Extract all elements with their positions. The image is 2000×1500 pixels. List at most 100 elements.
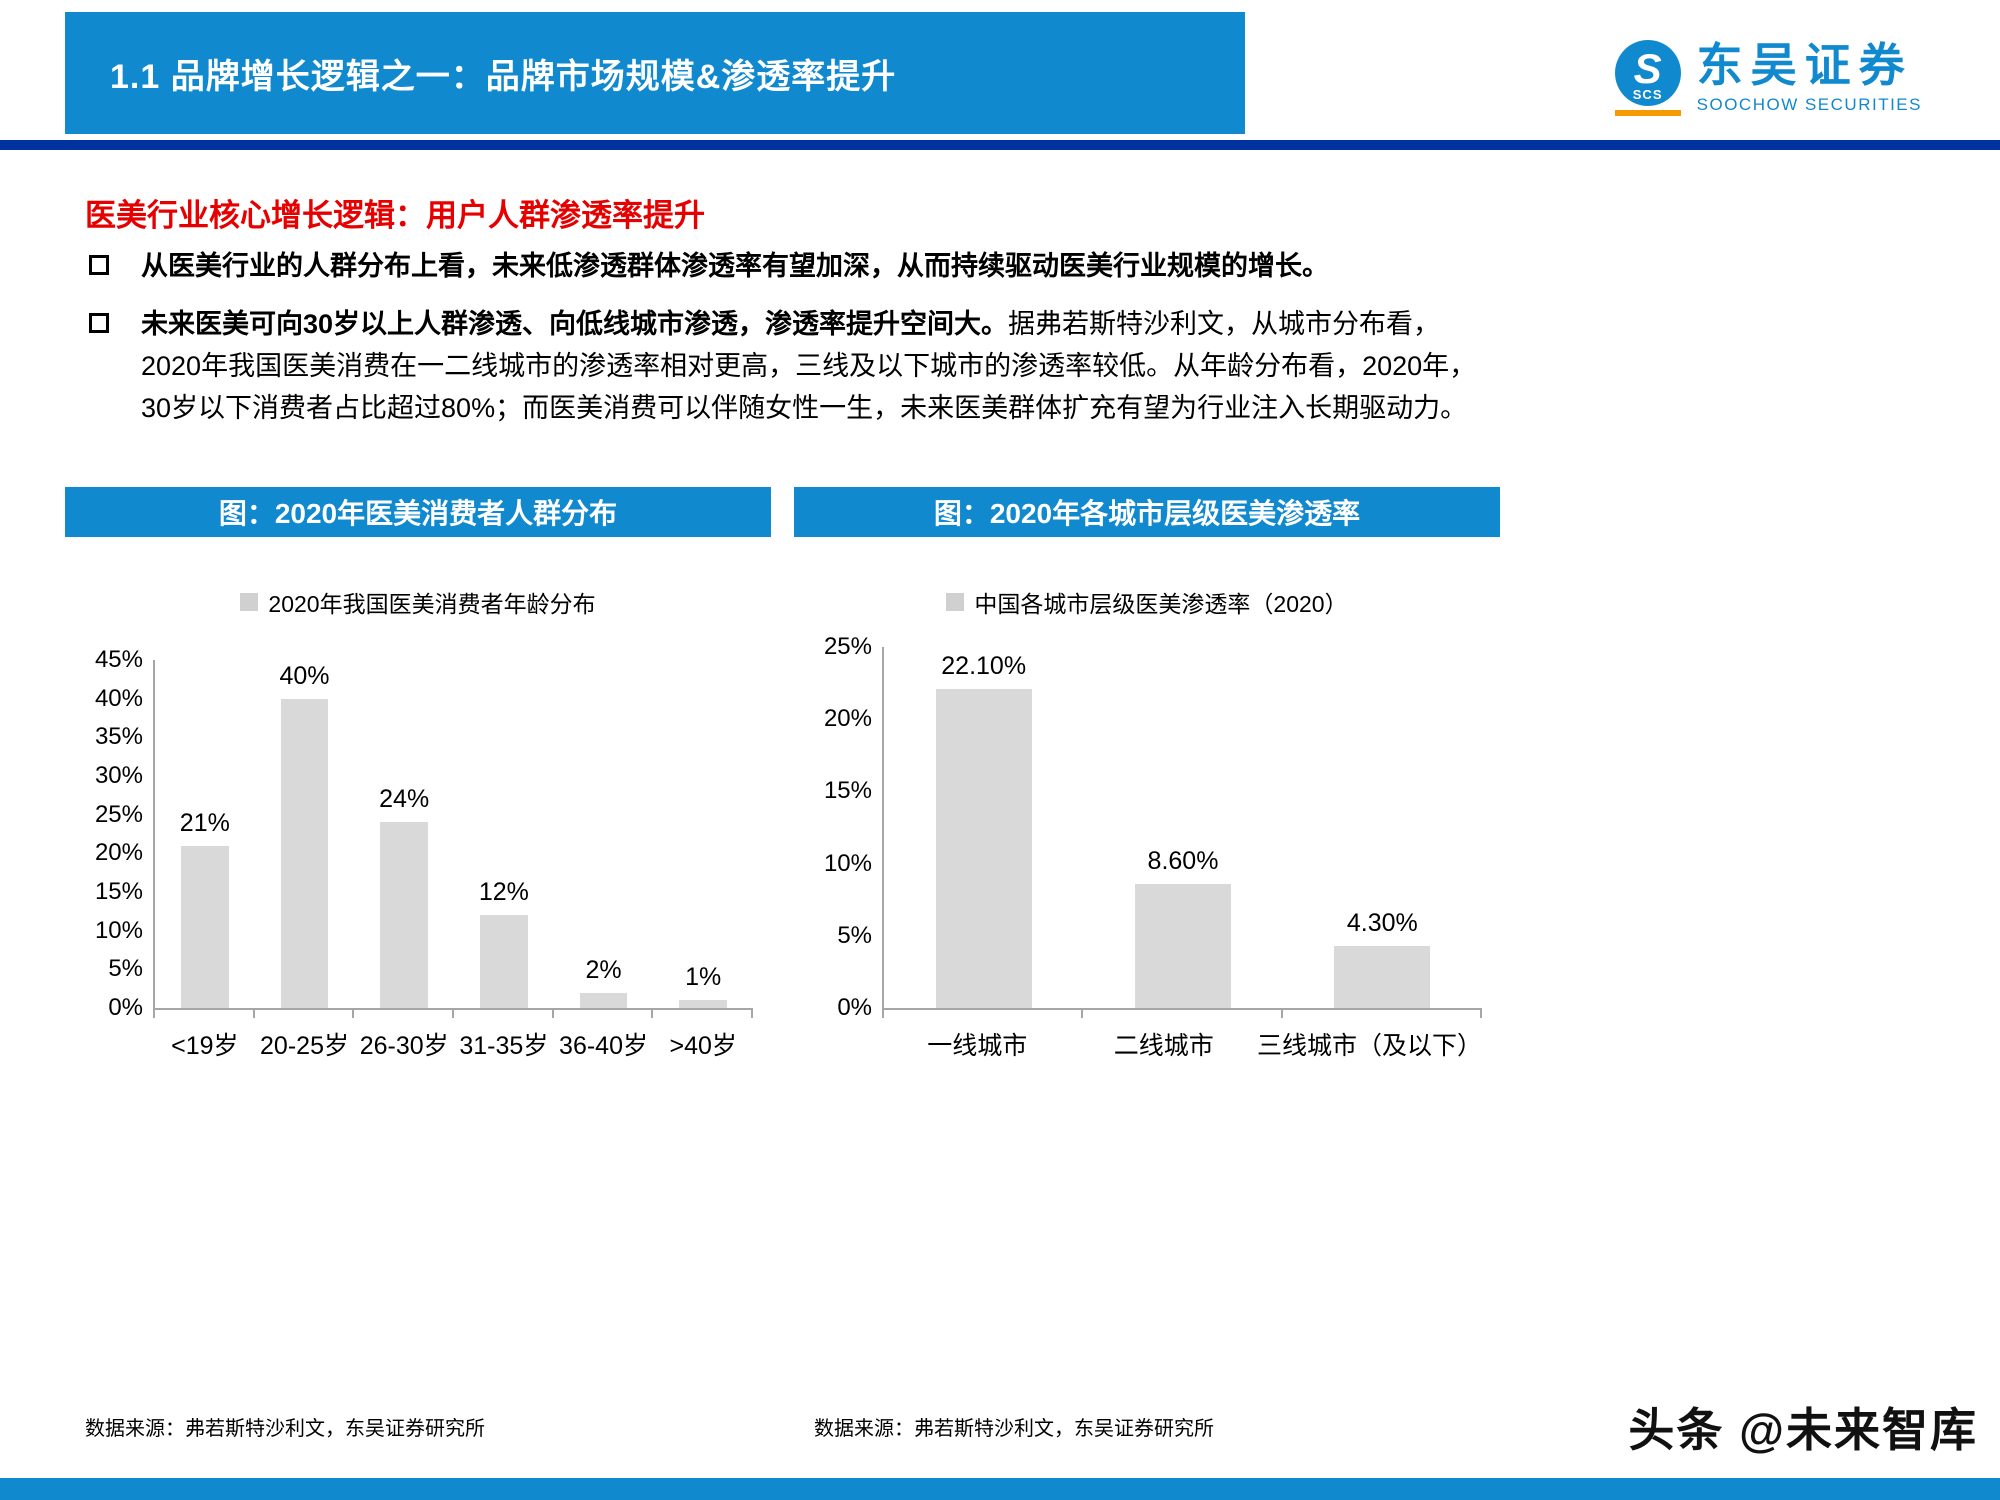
y-axis-tick-label: 15%	[94, 878, 143, 905]
y-axis-tick-label: 30%	[94, 762, 143, 789]
x-axis-labels: 一线城市 二线城市 三线城市（及以下）	[884, 1008, 1482, 1062]
y-axis-tick-label: 0%	[837, 994, 872, 1021]
bars-container: 21% 40% 24% 12% 2% 1%	[155, 660, 753, 1008]
x-axis-tick	[255, 1008, 355, 1018]
x-axis-tick	[554, 1008, 654, 1018]
bar-value-label: 4.30%	[1346, 908, 1418, 937]
legend-label: 2020年我国医美消费者年龄分布	[268, 591, 596, 617]
y-axis-tick-label: 25%	[94, 800, 143, 828]
bar: 2%	[579, 956, 628, 1008]
bar-value-label: 8.60%	[1147, 846, 1219, 875]
header-divider	[0, 140, 2000, 150]
y-axis-tick-label: 0%	[108, 994, 143, 1021]
bar-slot: 21%	[155, 660, 255, 1008]
y-axis-tick-label: 45%	[94, 646, 143, 673]
bar-slot: 40%	[255, 660, 355, 1008]
brand-subtitle: SOOCHOW SECURITIES	[1696, 94, 1922, 114]
bar: 4.30%	[1334, 909, 1431, 1008]
bar-slot: 1%	[653, 660, 753, 1008]
logo-underline	[1614, 110, 1681, 116]
brand-name: 东吴证券	[1696, 39, 1913, 91]
x-axis-tick	[1283, 1008, 1482, 1018]
bar: 8.60%	[1135, 847, 1231, 1008]
bar-slot: 12%	[454, 660, 554, 1008]
bullet-text: 未来医美可向30岁以上人群渗透、向低线城市渗透，渗透率提升空间大。据弗若斯特沙利…	[141, 304, 1493, 430]
chart-age-distribution: 图：2020年医美消费者人群分布 2020年我国医美消费者年龄分布 21% 40%…	[65, 487, 771, 1472]
x-axis-tick	[653, 1008, 754, 1018]
bullet-text: 从医美行业的人群分布上看，未来低渗透群体渗透率有望加深，从而持续驱动医美行业规模…	[141, 246, 1493, 288]
bar-slot: 4.30%	[1283, 647, 1482, 1008]
bar-value-label: 22.10%	[941, 651, 1027, 680]
data-source: 数据来源：弗若斯特沙利文，东吴证券研究所	[85, 1418, 485, 1440]
x-axis-category-label: 三线城市（及以下）	[1257, 1032, 1483, 1060]
bar: 24%	[379, 785, 429, 1008]
x-axis-ticks	[882, 1008, 1482, 1018]
brand-logo: S SCS 东吴证券 SOOCHOW SECURITIES	[1614, 40, 1922, 116]
x-axis-category-label: >40岁	[669, 1032, 737, 1060]
bar-slot: 24%	[354, 660, 454, 1008]
x-axis-category-label: 二线城市	[1113, 1032, 1214, 1060]
legend-swatch-icon	[240, 593, 259, 611]
logo-s-glyph: S	[1633, 45, 1662, 92]
logo-abbr-text: SCS	[1632, 87, 1663, 102]
y-axis-tick-label: 20%	[94, 839, 143, 867]
data-source: 数据来源：弗若斯特沙利文，东吴证券研究所	[814, 1418, 1214, 1440]
bullet-item: 未来医美可向30岁以上人群渗透、向低线城市渗透，渗透率提升空间大。据弗若斯特沙利…	[85, 304, 1505, 430]
x-axis-labels: <19岁 20-25岁 26-30岁 31-35岁 36-40岁 >40岁	[155, 1008, 753, 1062]
bar-slot: 22.10%	[884, 647, 1083, 1008]
y-axis-tick-label: 10%	[94, 916, 143, 944]
bar: 12%	[479, 878, 529, 1008]
x-axis-ticks	[153, 1008, 754, 1018]
legend-swatch-icon	[946, 593, 965, 611]
bar: 22.10%	[935, 652, 1032, 1008]
bullet-bold-text: 从医美行业的人群分布上看，未来低渗透群体渗透率有望加深，从而持续驱动医美行业规模…	[141, 251, 1329, 281]
bar: 21%	[180, 809, 230, 1008]
x-axis-tick	[454, 1008, 554, 1018]
logo-mark: S SCS	[1614, 40, 1681, 116]
bars-container: 22.10% 8.60% 4.30%	[884, 647, 1482, 1008]
x-axis-category-label: 36-40岁	[559, 1032, 648, 1060]
x-axis-category-label: 20-25岁	[260, 1032, 349, 1060]
y-axis-tick-label: 25%	[823, 633, 872, 660]
y-axis-tick-label: 5%	[108, 955, 143, 983]
legend-label: 中国各城市层级医美渗透率（2020）	[974, 591, 1348, 617]
logo-text: 东吴证券 SOOCHOW SECURITIES	[1697, 40, 1922, 115]
x-axis-category-label: 26-30岁	[359, 1032, 449, 1060]
bullet-bold-text: 未来医美可向30岁以上人群渗透、向低线城市渗透，渗透率提升空间大。	[141, 308, 1009, 339]
y-axis-tick-label: 10%	[823, 849, 872, 877]
bottom-bar	[0, 1478, 2000, 1500]
x-axis-tick	[155, 1008, 255, 1018]
section-title: 医美行业核心增长逻辑：用户人群渗透率提升	[85, 198, 705, 233]
chart-legend: 2020年我国医美消费者年龄分布	[65, 585, 771, 619]
x-axis-tick	[354, 1008, 455, 1018]
y-axis-tick-label: 35%	[94, 723, 143, 751]
y-axis-tick-label: 5%	[837, 921, 872, 949]
bar-value-label: 1%	[685, 963, 722, 992]
bullet-list: 从医美行业的人群分布上看，未来低渗透群体渗透率有望加深，从而持续驱动医美行业规模…	[85, 246, 1505, 445]
y-axis-tick-label: 20%	[823, 705, 872, 733]
page-title: 1.1 品牌增长逻辑之一：品牌市场规模&渗透率提升	[110, 57, 897, 96]
bullet-normal-text: 据弗若斯特沙利文，从城市分布看，2020年我国医美消费在一二线城市的渗透率相对更…	[141, 308, 1477, 423]
x-axis-category-label: 一线城市	[927, 1032, 1028, 1060]
bar-value-label: 24%	[379, 785, 430, 814]
bar-value-label: 12%	[478, 878, 529, 907]
scs-logo-icon: S SCS	[1614, 40, 1681, 106]
bar-value-label: 2%	[585, 955, 622, 984]
x-axis-category-label: <19岁	[171, 1032, 239, 1060]
bullet-item: 从医美行业的人群分布上看，未来低渗透群体渗透率有望加深，从而持续驱动医美行业规模…	[85, 246, 1505, 288]
bullet-square-icon	[89, 312, 109, 333]
chart-title: 图：2020年各城市层级医美渗透率	[794, 487, 1500, 537]
header-banner: 1.1 品牌增长逻辑之一：品牌市场规模&渗透率提升	[65, 12, 1245, 134]
x-axis-tick	[1083, 1008, 1283, 1018]
chart-legend: 中国各城市层级医美渗透率（2020）	[794, 585, 1500, 619]
x-axis-tick	[884, 1008, 1084, 1018]
bar: 40%	[279, 662, 330, 1008]
bar-slot: 2%	[554, 660, 654, 1008]
bar-value-label: 21%	[179, 808, 230, 837]
plot-area: 21% 40% 24% 12% 2% 1% <19岁 20-25岁 26-30岁 31-35岁 3…	[95, 648, 754, 1060]
bar-slot: 8.60%	[1083, 647, 1282, 1008]
watermark: 头条 @未来智库	[1628, 1404, 1978, 1456]
plot-area: 22.10% 8.60% 4.30% 一线城市 二线城市 三线城市（及以下） 25% 20…	[824, 635, 1482, 1061]
y-axis-tick-label: 40%	[94, 684, 143, 712]
